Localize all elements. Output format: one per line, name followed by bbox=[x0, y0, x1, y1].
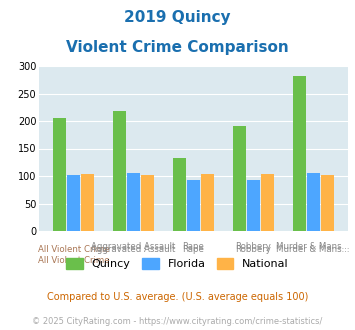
Text: Aggravated Assault: Aggravated Assault bbox=[92, 242, 176, 251]
Text: © 2025 CityRating.com - https://www.cityrating.com/crime-statistics/: © 2025 CityRating.com - https://www.city… bbox=[32, 317, 323, 326]
Bar bbox=[233, 126, 246, 231]
Bar bbox=[67, 176, 80, 231]
Bar bbox=[113, 111, 126, 231]
Bar bbox=[247, 180, 260, 231]
Text: 2019 Quincy: 2019 Quincy bbox=[124, 10, 231, 25]
Text: Aggravated Assault: Aggravated Assault bbox=[92, 245, 176, 254]
Text: Rape: Rape bbox=[182, 242, 204, 251]
Text: Compared to U.S. average. (U.S. average equals 100): Compared to U.S. average. (U.S. average … bbox=[47, 292, 308, 302]
Text: Murder & Mans...: Murder & Mans... bbox=[277, 245, 350, 254]
Bar bbox=[141, 175, 154, 231]
Text: Violent Crime Comparison: Violent Crime Comparison bbox=[66, 40, 289, 54]
Text: All Violent Crime: All Violent Crime bbox=[38, 245, 110, 254]
Text: Robbery: Robbery bbox=[235, 242, 271, 251]
Bar bbox=[173, 158, 186, 231]
Text: Rape: Rape bbox=[182, 245, 204, 254]
Legend: Quincy, Florida, National: Quincy, Florida, National bbox=[62, 253, 293, 273]
Bar bbox=[53, 118, 66, 231]
Bar bbox=[321, 175, 334, 231]
Bar bbox=[81, 174, 94, 231]
Text: Robbery: Robbery bbox=[235, 245, 271, 254]
Text: All Violent Crime: All Violent Crime bbox=[38, 256, 110, 265]
Bar bbox=[127, 173, 140, 231]
Bar bbox=[201, 174, 214, 231]
Text: Murder & Mans...: Murder & Mans... bbox=[277, 242, 350, 251]
Bar bbox=[293, 77, 306, 231]
Bar bbox=[261, 174, 274, 231]
Bar bbox=[187, 180, 200, 231]
Bar bbox=[307, 173, 320, 231]
